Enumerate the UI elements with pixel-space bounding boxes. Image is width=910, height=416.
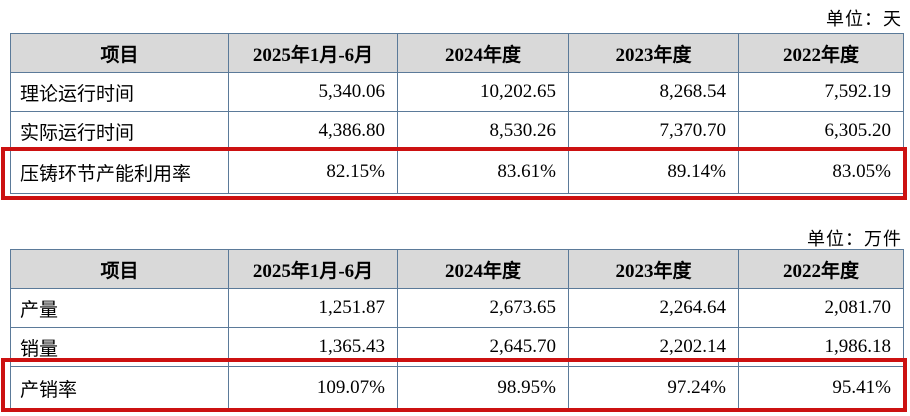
unit-label-ten-thousand-pieces: 单位：万件: [807, 229, 902, 249]
column-header-2025h1: 2025年1月-6月: [228, 249, 398, 289]
table-row-sales-volume: 销量 1,365.43 2,645.70 2,202.14 1,986.18: [10, 327, 904, 367]
value-cell: 1,986.18: [738, 327, 904, 367]
unit-label-days: 单位：天: [826, 9, 902, 29]
row-label-cell: 实际运行时间: [10, 111, 229, 151]
row-label-cell: 产销率: [10, 366, 229, 410]
row-label-cell: 压铸环节产能利用率: [10, 150, 229, 194]
value-cell: 6,305.20: [738, 111, 904, 151]
capacity-utilization-table: 项目 2025年1月-6月 2024年度 2023年度 2022年度 理论运行时…: [10, 33, 904, 194]
value-cell: 89.14%: [568, 150, 739, 194]
value-cell: 83.05%: [738, 150, 904, 194]
row-label-cell: 销量: [10, 327, 229, 367]
value-cell: 5,340.06: [228, 72, 398, 112]
row-label-cell: 理论运行时间: [10, 72, 229, 112]
capacity-table-header-row: 项目 2025年1月-6月 2024年度 2023年度 2022年度: [10, 33, 904, 73]
value-cell: 2,645.70: [397, 327, 569, 367]
column-header-2025h1: 2025年1月-6月: [228, 33, 398, 73]
table-row-actual-runtime: 实际运行时间 4,386.80 8,530.26 7,370.70 6,305.…: [10, 111, 904, 151]
value-cell: 4,386.80: [228, 111, 398, 151]
row-label-cell: 产量: [10, 288, 229, 328]
production-sales-table: 项目 2025年1月-6月 2024年度 2023年度 2022年度 产量 1,…: [10, 249, 904, 410]
value-cell: 10,202.65: [397, 72, 569, 112]
value-cell: 83.61%: [397, 150, 569, 194]
value-cell: 98.95%: [397, 366, 569, 410]
column-header-2023: 2023年度: [568, 33, 739, 73]
value-cell: 97.24%: [568, 366, 739, 410]
value-cell: 2,081.70: [738, 288, 904, 328]
value-cell: 8,530.26: [397, 111, 569, 151]
table-row-theoretical-runtime: 理论运行时间 5,340.06 10,202.65 8,268.54 7,592…: [10, 72, 904, 112]
column-header-item: 项目: [10, 33, 229, 73]
value-cell: 7,370.70: [568, 111, 739, 151]
value-cell: 2,202.14: [568, 327, 739, 367]
value-cell: 7,592.19: [738, 72, 904, 112]
column-header-item: 项目: [10, 249, 229, 289]
column-header-2022: 2022年度: [738, 33, 904, 73]
table-row-die-casting-utilization: 压铸环节产能利用率 82.15% 83.61% 89.14% 83.05%: [10, 150, 904, 194]
table-row-production-sales-ratio: 产销率 109.07% 98.95% 97.24% 95.41%: [10, 366, 904, 410]
value-cell: 1,365.43: [228, 327, 398, 367]
production-table-header-row: 项目 2025年1月-6月 2024年度 2023年度 2022年度: [10, 249, 904, 289]
column-header-2023: 2023年度: [568, 249, 739, 289]
value-cell: 2,673.65: [397, 288, 569, 328]
column-header-2024: 2024年度: [397, 33, 569, 73]
value-cell: 8,268.54: [568, 72, 739, 112]
value-cell: 109.07%: [228, 366, 398, 410]
column-header-2024: 2024年度: [397, 249, 569, 289]
value-cell: 1,251.87: [228, 288, 398, 328]
table-row-production-volume: 产量 1,251.87 2,673.65 2,264.64 2,081.70: [10, 288, 904, 328]
value-cell: 2,264.64: [568, 288, 739, 328]
column-header-2022: 2022年度: [738, 249, 904, 289]
value-cell: 95.41%: [738, 366, 904, 410]
value-cell: 82.15%: [228, 150, 398, 194]
